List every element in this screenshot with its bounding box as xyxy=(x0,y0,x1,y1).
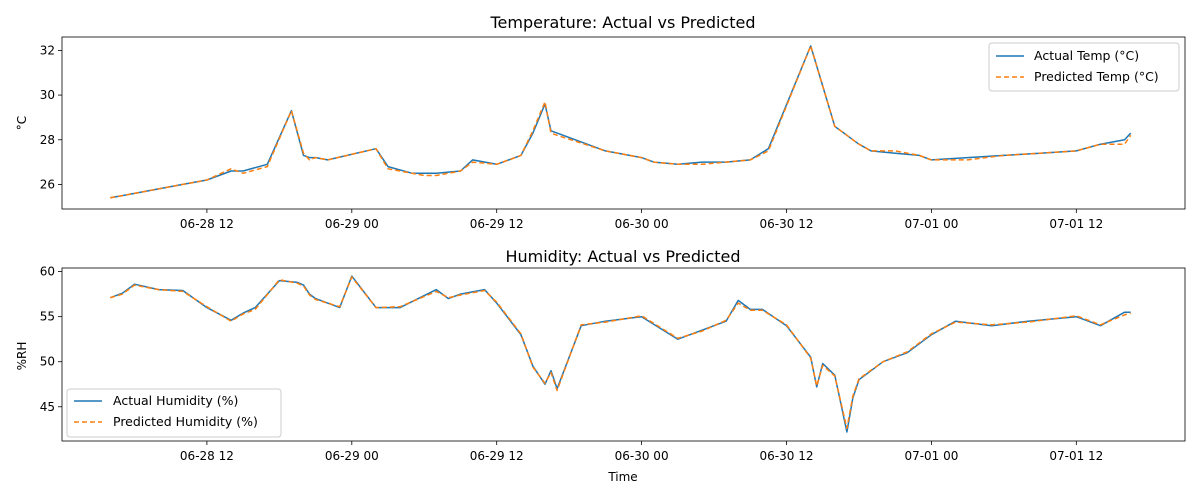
temperature-legend-box xyxy=(988,42,1180,92)
humidity-predicted-line xyxy=(110,276,1131,430)
temperature-ytick-label: 28 xyxy=(40,133,55,147)
temperature-plot-area: 26 28 30 32 06-28 12 06-29 00 06-29 12 06-30 00… xyxy=(40,43,1132,231)
temperature-legend-actual-label: Actual Temp (°C) xyxy=(1034,48,1139,63)
temperature-legend: Actual Temp (°C) Predicted Temp (°C) xyxy=(988,42,1180,92)
humidity-panel: Humidity: Actual vs Predicted %RH Time 4… xyxy=(15,247,1186,484)
humidity-xtick-label: 06-29 00 xyxy=(325,449,379,463)
temperature-title: Temperature: Actual vs Predicted xyxy=(489,13,755,32)
humidity-legend-box xyxy=(66,388,282,438)
humidity-ytick-label: 55 xyxy=(40,310,55,324)
temperature-xtick-label: 07-01 12 xyxy=(1049,217,1103,231)
humidity-xtick-label: 07-01 12 xyxy=(1049,449,1103,463)
temperature-xtick-label: 06-29 00 xyxy=(325,217,379,231)
humidity-legend-actual-label: Actual Humidity (%) xyxy=(113,393,238,408)
humidity-xtick-label: 06-28 12 xyxy=(180,449,234,463)
humidity-xlabel: Time xyxy=(607,470,637,484)
humidity-ytick-label: 60 xyxy=(40,265,55,279)
temperature-axes-frame xyxy=(61,36,1186,210)
humidity-xtick-label: 06-30 12 xyxy=(760,449,814,463)
temperature-panel: Temperature: Actual vs Predicted °C 26 28… xyxy=(15,13,1186,231)
temperature-xtick-label: 06-28 12 xyxy=(180,217,234,231)
temperature-ytick-label: 30 xyxy=(40,88,55,102)
temperature-ytick-label: 26 xyxy=(40,177,55,191)
humidity-ytick-label: 45 xyxy=(40,400,55,414)
temperature-xtick-label: 06-30 12 xyxy=(760,217,814,231)
temperature-xtick-label: 06-29 12 xyxy=(470,217,524,231)
humidity-title: Humidity: Actual vs Predicted xyxy=(505,247,740,266)
temperature-xtick-label: 06-30 00 xyxy=(615,217,669,231)
humidity-xtick-label: 07-01 00 xyxy=(904,449,958,463)
humidity-plot-area: 45 50 55 60 06-28 12 06-29 00 06-29 12 06-30 00… xyxy=(40,265,1131,463)
humidity-legend: Actual Humidity (%) Predicted Humidity (… xyxy=(66,388,282,438)
humidity-xtick-label: 06-30 00 xyxy=(615,449,669,463)
temperature-predicted-line xyxy=(110,45,1132,199)
humidity-ytick-label: 50 xyxy=(40,355,55,369)
temperature-xtick-label: 07-01 00 xyxy=(904,217,958,231)
humidity-legend-predicted-label: Predicted Humidity (%) xyxy=(113,414,258,429)
temperature-ytick-label: 32 xyxy=(40,43,55,57)
humidity-axes-frame xyxy=(61,267,1186,442)
temperature-ylabel: °C xyxy=(15,116,29,130)
humidity-ylabel: %RH xyxy=(15,342,29,371)
humidity-xtick-label: 06-29 12 xyxy=(470,449,524,463)
temperature-actual-line xyxy=(110,45,1132,199)
temperature-legend-predicted-label: Predicted Temp (°C) xyxy=(1034,69,1159,84)
